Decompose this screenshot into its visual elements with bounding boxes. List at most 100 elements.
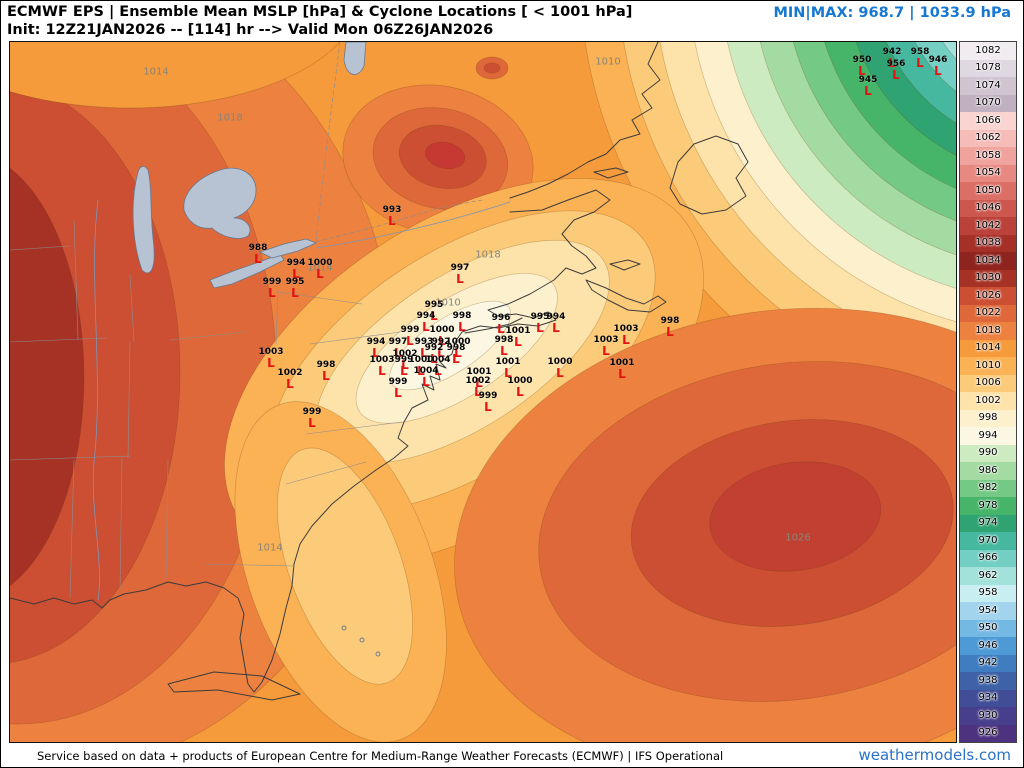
colorbar-swatch [960,532,1016,550]
low-symbol: L [438,334,446,348]
brand-link[interactable]: weathermodels.com [858,746,1011,764]
cyclone-marker: 1000 L [307,258,333,281]
colorbar-swatch [960,322,1016,340]
cyclone-pressure-value: 1001 [505,326,531,336]
low-symbol: L [497,322,505,336]
colorbar-entry: 958 [960,584,1016,602]
colorbar-value: 926 [978,727,998,739]
colorbar-swatch [960,724,1016,742]
cyclone-marker: 1003 L [593,336,618,358]
colorbar-entry: 974 [960,514,1016,532]
low-symbol: L [916,56,924,70]
colorbar-swatch [960,637,1016,655]
cyclone-pressure-value: 1001 [466,367,492,377]
colorbar-value: 974 [978,517,998,529]
low-symbol: L [308,416,316,430]
colorbar-value: 1010 [975,359,1001,371]
low-symbol: L [372,346,380,360]
cyclone-pressure-value: 1002 [465,376,491,386]
colorbar-entry: 954 [960,602,1016,620]
cyclone-marker: 988 L [249,244,268,266]
cyclone-marker: 993 L [382,205,402,228]
cyclone-pressure-value: 1001 [609,358,635,368]
colorbar-swatch [960,112,1016,130]
cyclone-marker: 1004 L [413,366,439,389]
colorbar-value: 958 [978,587,998,599]
cyclone-marker: 998 L [495,336,514,358]
cyclone-pressure-value: 1004 [413,366,439,376]
colorbar-value: 990 [978,447,998,459]
low-symbol: L [934,64,942,78]
contour-label: 1014 [143,66,169,78]
weather-map: 1014 1018 1010 1018 1014 1010 1014 1026 942 L 958… [9,41,957,743]
colorbar-value: 982 [978,482,998,494]
colorbar-value: 998 [978,412,998,424]
low-symbol: L [292,267,300,281]
contour-label: 1026 [785,532,811,544]
colorbar-entry: 1022 [960,304,1016,322]
cyclone-pressure-value: 993 [414,337,434,347]
colorbar-entry: 1074 [960,77,1016,95]
low-symbol: L [394,346,402,360]
colorbar-value: 1050 [975,184,1001,196]
cyclone-marker: 1003 L [369,356,394,378]
cyclone-pressure-value: 998 [452,311,472,321]
colorbar-value: 946 [978,639,998,651]
colorbar-entry: 1058 [960,147,1016,165]
colorbar-entry: 946 [960,637,1016,655]
low-symbol: L [322,369,330,383]
cyclone-marker: 999 L [302,407,322,430]
low-symbol: L [378,364,386,378]
cyclone-marker: 1001 L [495,357,521,380]
cyclone-marker: 1001 L [609,358,635,381]
cyclone-pressure-value: 994 [286,258,306,268]
colorbar-entry: 1014 [960,339,1016,357]
cyclone-pressure-value: 993 [382,205,402,215]
contour-label-layer: 1014 1018 1010 1018 1014 1010 1014 1026 [10,42,956,742]
cyclone-pressure-value: 950 [852,55,872,65]
colorbar-entry: 938 [960,672,1016,690]
colorbar-entry: 930 [960,707,1016,725]
low-symbol: L [892,68,900,82]
colorbar-entry: 990 [960,444,1016,462]
cyclone-pressure-value: 997 [450,263,470,273]
low-symbol: L [500,344,508,358]
colorbar-swatch [960,707,1016,725]
cyclone-marker: 999 L [389,378,408,400]
colorbar-swatch [960,479,1016,497]
low-symbol: L [556,366,564,380]
low-symbol: L [291,286,299,300]
cyclone-marker: 956 L [886,59,906,82]
cyclone-pressure-value: 958 [910,47,930,57]
colorbar-value: 1042 [975,219,1001,231]
colorbar-entry: 1010 [960,357,1016,375]
low-symbol: L [422,375,430,389]
cyclone-marker: 1000 L [445,338,470,360]
low-symbol: L [858,64,866,78]
colorbar-value: 1026 [975,289,1001,301]
cyclone-marker: 998 L [447,344,466,366]
cyclone-marker: 995 L [531,313,550,335]
cyclone-pressure-value: 1002 [392,349,418,359]
low-symbol: L [434,364,442,378]
colorbar-swatch [960,199,1016,217]
colorbar-swatch [960,94,1016,112]
cyclone-pressure-value: 956 [886,59,906,69]
low-symbol: L [618,367,626,381]
cyclone-pressure-value: 999 [302,407,322,417]
cyclone-marker: 997 L [389,338,408,360]
colorbar-swatch [960,339,1016,357]
cyclone-pressure-value: 998 [660,316,680,326]
cyclone-pressure-value: 996 [491,313,511,323]
colorbar-swatch [960,444,1016,462]
cyclone-marker: 995 L [425,301,444,323]
minmax-readout: MIN|MAX: 968.7 | 1033.9 hPa [773,5,1011,21]
cyclone-pressure-value: 1001 [495,357,521,367]
colorbar-entry: 970 [960,532,1016,550]
cyclone-pressure-value: 999 [394,355,414,365]
colorbar-value: 1058 [975,149,1001,161]
colorbar-entry: 1038 [960,234,1016,252]
cyclone-marker: 999 L [263,278,282,300]
low-symbol: L [400,364,408,378]
cyclone-pressure-value: 1000 [307,258,333,268]
